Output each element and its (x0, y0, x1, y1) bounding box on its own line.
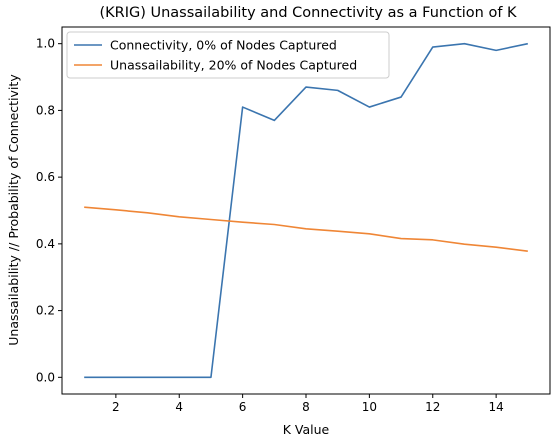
legend-label-connectivity: Connectivity, 0% of Nodes Captured (110, 38, 337, 53)
series-line-connectivity (84, 42, 528, 379)
y-tick-label: 1.0 (36, 37, 55, 51)
y-tick-label: 0.6 (36, 170, 55, 184)
plot-frame (61, 26, 551, 395)
x-axis-label: K Value (283, 422, 330, 437)
y-tick-label: 0.8 (36, 103, 55, 117)
y-tick-label: 0.2 (36, 304, 55, 318)
legend: Connectivity, 0% of Nodes Captured Unass… (66, 31, 390, 79)
x-tick-label: 2 (112, 400, 120, 414)
series-line-unassailability (84, 206, 528, 252)
y-axis-ticks: 0.0 0.2 0.4 0.6 0.8 1.0 (36, 37, 62, 384)
plot-area (61, 26, 551, 395)
series-layer (84, 42, 528, 379)
x-axis-ticks: 2 4 6 8 10 12 14 (112, 394, 504, 414)
chart-title: (KRIG) Unassailability and Connectivity … (99, 5, 517, 21)
x-tick-label: 8 (302, 400, 310, 414)
legend-label-unassailability: Unassailability, 20% of Nodes Captured (110, 58, 357, 73)
y-tick-label: 0.0 (36, 370, 55, 384)
x-tick-label: 6 (239, 400, 247, 414)
x-tick-label: 14 (488, 400, 503, 414)
legend-box (66, 31, 390, 79)
x-tick-label: 12 (425, 400, 440, 414)
x-tick-label: 10 (362, 400, 377, 414)
y-tick-label: 0.4 (36, 237, 55, 251)
y-axis-label: Unassailability // Probability of Connec… (6, 74, 21, 346)
x-tick-label: 4 (175, 400, 183, 414)
